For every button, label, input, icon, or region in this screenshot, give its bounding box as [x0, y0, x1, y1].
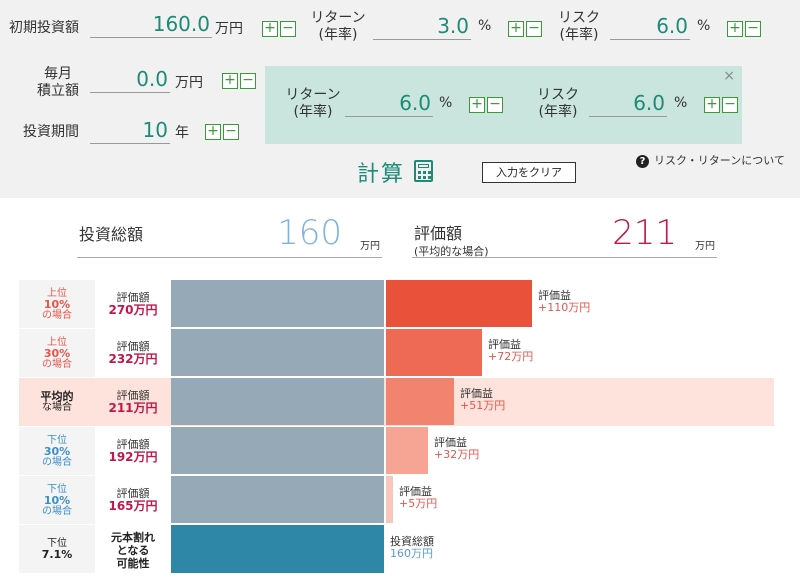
risk1-plus-button[interactable]: +: [727, 21, 743, 37]
investment-bar: [171, 280, 384, 327]
total-investment-value: 160: [277, 213, 342, 253]
monthly-unit: 万円: [175, 75, 203, 91]
help-link[interactable]: ? リスク・リターンについて: [636, 152, 785, 168]
evaluation-amount: 評価額 192万円: [108, 438, 158, 464]
scenario-label: 上位 10% の場合: [19, 280, 95, 328]
evaluation-amount: 評価額 232万円: [108, 340, 158, 366]
total-investment-label: 投資総額: [79, 225, 144, 244]
gain-label: 評価益 +72万円: [488, 338, 534, 363]
evaluation-amount: 評価額 270万円: [108, 291, 158, 317]
risk2-minus-button[interactable]: −: [722, 97, 738, 113]
total-investment-unit: 万円: [360, 241, 380, 252]
evaluation-amount: 評価額 165万円: [108, 487, 158, 513]
gain-bar: [386, 329, 482, 376]
period-label: 投資期間: [23, 124, 79, 140]
investment-bar: [171, 427, 384, 474]
principal-loss-scenario: 下位 7.1%: [19, 525, 95, 573]
investment-bar: [171, 378, 384, 425]
initial-input[interactable]: 160.0: [90, 11, 212, 38]
initial-minus-button[interactable]: −: [280, 21, 296, 37]
risk2-label: リスク (年率): [537, 87, 579, 120]
return1-label: リターン (年率): [310, 10, 366, 43]
comparison-panel: ×: [265, 66, 742, 144]
help-link-label: リスク・リターンについて: [654, 154, 785, 167]
gain-bar: [386, 378, 454, 425]
risk1-minus-button[interactable]: −: [745, 21, 761, 37]
initial-label: 初期投資額: [9, 20, 79, 36]
evaluation-sublabel: (平均的な場合): [414, 245, 489, 258]
gain-bar: [386, 476, 393, 523]
risk2-plus-button[interactable]: +: [704, 97, 720, 113]
principal-bar: [171, 525, 384, 573]
period-plus-button[interactable]: +: [205, 124, 221, 140]
monthly-input[interactable]: 0.0: [90, 66, 170, 93]
return2-label: リターン (年率): [285, 87, 341, 120]
scenario-label: 平均的 な場合: [19, 378, 95, 426]
return2-unit: %: [439, 95, 453, 111]
evaluation-amount: 評価額 211万円: [108, 389, 158, 415]
investment-bar: [171, 329, 384, 376]
gain-label: 評価益 +5万円: [399, 485, 438, 510]
gain-label: 評価益 +51万円: [460, 387, 506, 412]
gain-label: 評価益 +32万円: [434, 436, 480, 461]
return2-plus-button[interactable]: +: [469, 97, 485, 113]
monthly-plus-button[interactable]: +: [222, 73, 238, 89]
principal-caption: 投資総額 160万円: [390, 535, 434, 560]
scenario-label: 下位 10% の場合: [19, 476, 95, 524]
risk2-input[interactable]: 6.0: [589, 90, 667, 117]
initial-unit: 万円: [215, 21, 243, 37]
return1-input[interactable]: 3.0: [373, 13, 471, 40]
initial-plus-button[interactable]: +: [262, 21, 278, 37]
return1-unit: %: [478, 18, 492, 34]
close-icon[interactable]: ×: [723, 68, 735, 84]
return1-plus-button[interactable]: +: [508, 21, 524, 37]
risk1-label: リスク (年率): [558, 10, 600, 43]
calculator-icon[interactable]: [414, 160, 433, 182]
evaluation-label: 評価額: [414, 224, 463, 243]
calculate-button[interactable]: 計算: [357, 162, 406, 187]
risk1-unit: %: [697, 18, 711, 34]
monthly-label: 毎月 積立額: [37, 66, 79, 99]
evaluation-summary: 評価額 (平均的な場合) 211 万円: [412, 213, 717, 258]
principal-loss-label: 元本割れ となる 可能性: [111, 531, 155, 570]
evaluation-value: 211: [612, 213, 677, 253]
return1-minus-button[interactable]: −: [526, 21, 542, 37]
gain-bar: [386, 280, 532, 327]
gain-label: 評価益 +110万円: [538, 289, 591, 314]
total-investment-summary: 投資総額 160 万円: [77, 213, 382, 258]
question-icon: ?: [636, 155, 649, 168]
investment-bar: [171, 476, 384, 523]
risk2-unit: %: [674, 95, 688, 111]
period-unit: 年: [175, 125, 189, 141]
return2-minus-button[interactable]: −: [487, 97, 503, 113]
monthly-minus-button[interactable]: −: [240, 73, 256, 89]
clear-input-button[interactable]: 入力をクリア: [482, 162, 576, 183]
evaluation-unit: 万円: [695, 241, 715, 252]
scenario-label: 上位 30% の場合: [19, 329, 95, 377]
gain-bar: [386, 427, 428, 474]
return2-input[interactable]: 6.0: [345, 90, 433, 117]
period-minus-button[interactable]: −: [223, 124, 239, 140]
period-input[interactable]: 10: [90, 117, 170, 144]
scenario-label: 下位 30% の場合: [19, 427, 95, 475]
risk1-input[interactable]: 6.0: [610, 13, 690, 40]
